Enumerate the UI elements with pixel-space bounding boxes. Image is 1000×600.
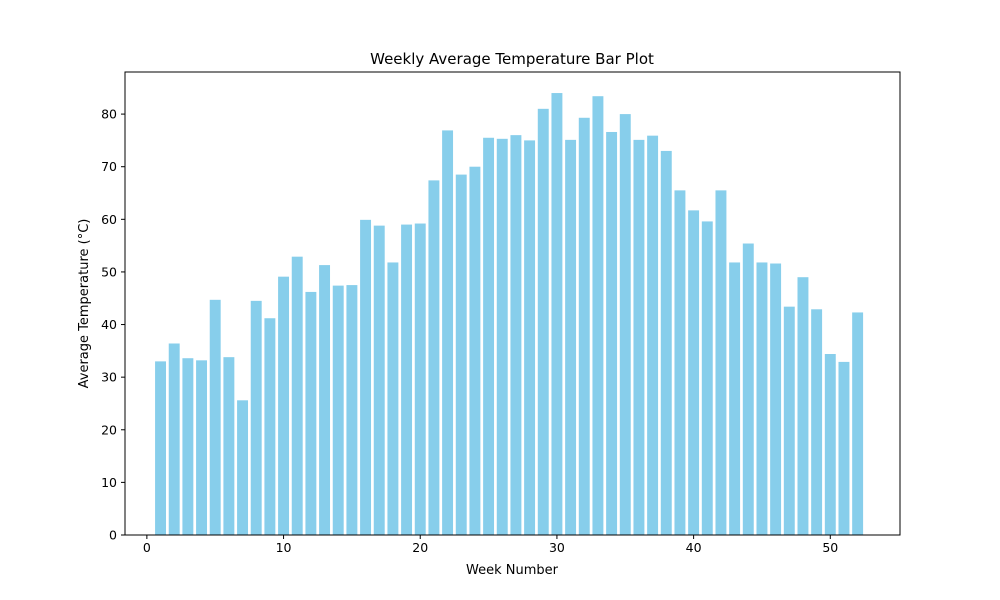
- bar-week-18: [387, 262, 399, 535]
- bar-week-10: [278, 276, 290, 535]
- x-tick-label: 0: [143, 540, 151, 555]
- chart-title: Weekly Average Temperature Bar Plot: [370, 50, 654, 68]
- bar-week-23: [455, 174, 467, 535]
- bar-week-1: [155, 361, 167, 535]
- bar-week-48: [797, 277, 809, 535]
- x-axis-label: Week Number: [466, 563, 559, 578]
- bar-week-40: [688, 210, 700, 535]
- y-tick-label: 60: [101, 212, 117, 227]
- bar-week-24: [469, 166, 481, 536]
- bar-week-14: [332, 285, 344, 535]
- bar-week-36: [633, 139, 645, 536]
- bar-week-4: [196, 360, 208, 535]
- bar-week-13: [319, 265, 331, 535]
- bars-group: [155, 93, 864, 536]
- bar-week-12: [305, 291, 317, 535]
- y-tick-label: 40: [101, 317, 117, 332]
- x-tick-label: 20: [412, 540, 428, 555]
- y-tick-label: 10: [101, 475, 117, 490]
- bar-week-47: [783, 306, 795, 535]
- y-tick-label: 70: [101, 159, 117, 174]
- bar-week-44: [742, 243, 754, 536]
- bar-week-31: [565, 139, 577, 536]
- x-tick-label: 40: [686, 540, 702, 555]
- bar-week-52: [852, 312, 864, 535]
- x-tick-label: 10: [276, 540, 292, 555]
- bar-week-11: [291, 256, 303, 535]
- x-tick-label: 50: [822, 540, 838, 555]
- bar-week-49: [811, 309, 823, 535]
- bar-week-50: [824, 354, 836, 535]
- bar-week-30: [551, 93, 563, 535]
- bar-week-2: [168, 343, 180, 535]
- bar-week-42: [715, 190, 727, 535]
- bar-week-9: [264, 318, 276, 535]
- bar-week-5: [209, 299, 221, 535]
- bar-week-37: [647, 135, 659, 535]
- bar-week-41: [701, 221, 713, 535]
- bar-week-51: [838, 361, 850, 535]
- bar-week-29: [537, 108, 549, 536]
- y-tick-label: 30: [101, 370, 117, 385]
- bar-week-6: [223, 357, 235, 535]
- bar-week-19: [401, 224, 413, 536]
- bar-week-35: [619, 114, 631, 535]
- bar-week-34: [606, 131, 618, 535]
- bar-week-45: [756, 262, 768, 535]
- bar-week-26: [496, 138, 508, 535]
- x-tick-label: 30: [549, 540, 565, 555]
- bar-week-15: [346, 285, 358, 535]
- bar-week-46: [770, 263, 782, 535]
- bar-week-16: [360, 219, 372, 536]
- plot-frame: [124, 71, 901, 536]
- bar-week-20: [414, 223, 426, 535]
- y-axis-label: Average Temperature (°C): [77, 219, 92, 389]
- y-axis-ticks: 0 10 20 30 40 50 60 70 80: [101, 107, 125, 543]
- bar-week-27: [510, 135, 522, 536]
- bar-week-33: [592, 96, 604, 535]
- bar-week-3: [182, 358, 194, 535]
- bar-week-28: [524, 140, 536, 536]
- y-tick-label: 80: [101, 107, 117, 122]
- y-tick-label: 50: [101, 264, 117, 279]
- bar-week-25: [483, 137, 495, 536]
- bar-week-39: [674, 190, 686, 535]
- y-tick-label: 20: [101, 422, 117, 437]
- bar-week-21: [428, 180, 440, 535]
- bar-week-38: [660, 150, 672, 535]
- bar-week-43: [729, 262, 741, 535]
- bar-week-8: [250, 300, 262, 535]
- bar-week-17: [373, 225, 385, 535]
- bar-week-32: [578, 117, 590, 535]
- y-tick-label: 0: [109, 528, 117, 543]
- bar-week-22: [442, 130, 454, 536]
- x-axis-ticks: 0 10 20 30 40 50: [143, 535, 838, 555]
- bar-week-7: [237, 400, 249, 535]
